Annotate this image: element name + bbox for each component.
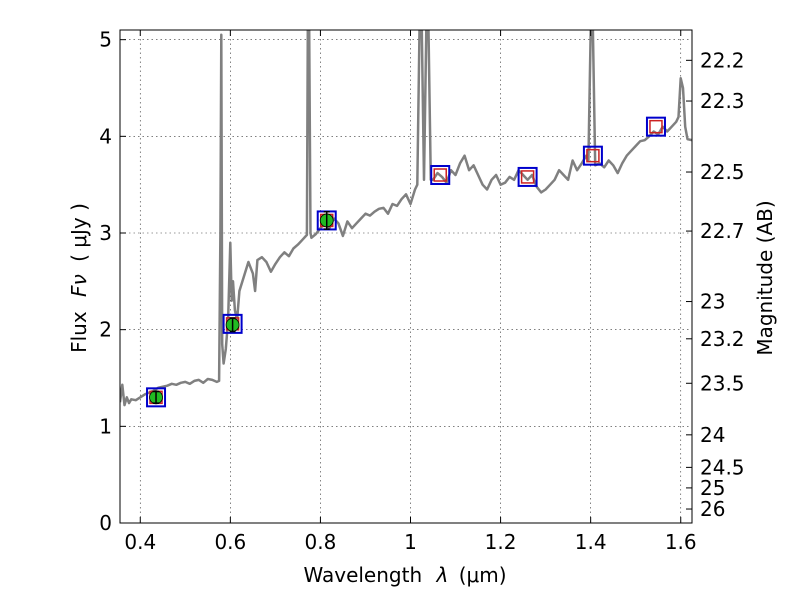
y-tick-label: 0: [99, 511, 112, 535]
y-tick-label: 3: [99, 221, 112, 245]
y-axis-ticks: 0 1 2 3 4 5: [99, 28, 126, 535]
model-point-box: [517, 166, 538, 187]
right-tick-label: 22.2: [700, 48, 745, 72]
x-tick-label: 1.2: [485, 530, 517, 554]
spectrum-series: [120, 30, 692, 407]
right-tick-label: 22.3: [700, 89, 745, 113]
plot-frame: [119, 29, 693, 524]
model-point-box: [582, 145, 603, 166]
right-tick-label: 23.5: [700, 371, 745, 395]
right-tick-label: 22.5: [700, 160, 745, 184]
right-tick-label: 23.2: [700, 327, 745, 351]
right-tick-label: 25: [700, 476, 725, 500]
x-tick-label: 1: [404, 530, 417, 554]
model-point-box: [430, 165, 451, 185]
y-tick-label: 5: [99, 28, 112, 52]
model-point-box: [222, 313, 243, 334]
model-point-inner: [433, 168, 447, 182]
spectrum-line: [120, 30, 692, 407]
x-axis-label: Wavelength λ (μm): [303, 563, 506, 587]
x-tick-label: 1.6: [665, 530, 697, 554]
model-point-inner: [586, 148, 600, 163]
photometry-points: [149, 210, 334, 405]
model-point-box: [645, 116, 666, 137]
right-tick-label: 22.7: [700, 219, 745, 243]
right-axis-label: Magnitude (AB): [753, 200, 777, 355]
model-point-box: [146, 387, 167, 408]
right-tick-label: 24.5: [700, 455, 745, 479]
x-tick-label: 1.4: [575, 530, 607, 554]
x-tick-label: 0.4: [124, 530, 156, 554]
x-axis-ticks: 0.4 0.6 0.8 1 1.2 1.4 1.6: [124, 30, 697, 554]
right-tick-label: 26: [700, 497, 725, 521]
y-tick-label: 1: [99, 414, 112, 438]
model-point-inner: [520, 170, 535, 184]
grid: [120, 30, 692, 524]
y-axis-label: Flux Fν ( μJy ): [67, 203, 91, 353]
x-tick-label: 0.8: [305, 530, 337, 554]
right-tick-label: 24: [700, 423, 725, 447]
model-point-inner: [649, 119, 663, 134]
y-tick-label: 4: [99, 124, 112, 148]
y-tick-label: 2: [99, 318, 112, 342]
x-tick-label: 0.6: [214, 530, 246, 554]
right-tick-label: 23: [700, 290, 725, 314]
